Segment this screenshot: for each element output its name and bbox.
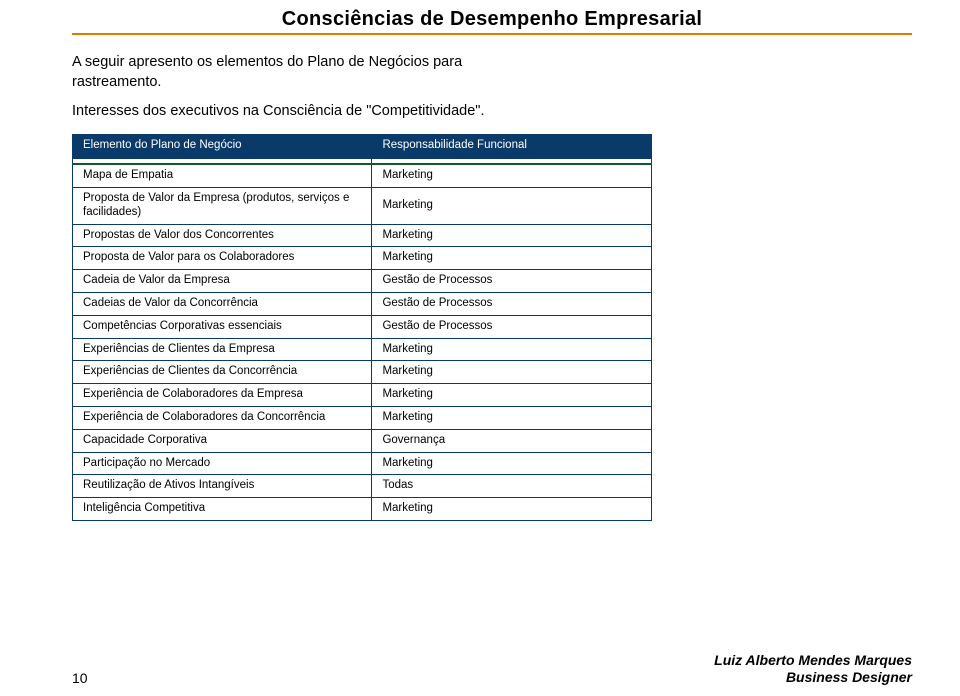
table-row: Experiências de Clientes da Concorrência… [73, 361, 652, 384]
table-cell-responsibility: Marketing [372, 338, 652, 361]
table-row: Reutilização de Ativos IntangíveisTodas [73, 475, 652, 498]
table-row: Experiências de Clientes da EmpresaMarke… [73, 338, 652, 361]
table-cell-element: Proposta de Valor da Empresa (produtos, … [73, 187, 372, 224]
table-cell-responsibility: Marketing [372, 164, 652, 187]
table-row: Experiência de Colaboradores da Concorrê… [73, 406, 652, 429]
table-cell-element: Capacidade Corporativa [73, 429, 372, 452]
table-cell-element: Mapa de Empatia [73, 164, 372, 187]
author-role: Business Designer [714, 669, 912, 686]
author-block: Luiz Alberto Mendes Marques Business Des… [714, 652, 912, 686]
table-header-right: Responsabilidade Funcional [372, 134, 652, 158]
table-cell-responsibility: Marketing [372, 224, 652, 247]
table-row: Propostas de Valor dos ConcorrentesMarke… [73, 224, 652, 247]
table-cell-responsibility: Marketing [372, 187, 652, 224]
table-cell-responsibility: Marketing [372, 498, 652, 521]
table-row: Experiência de Colaboradores da EmpresaM… [73, 384, 652, 407]
table-cell-responsibility: Todas [372, 475, 652, 498]
table-cell-responsibility: Gestão de Processos [372, 315, 652, 338]
table-cell-element: Experiência de Colaboradores da Empresa [73, 384, 372, 407]
table-row: Proposta de Valor para os ColaboradoresM… [73, 247, 652, 270]
table-row: Cadeia de Valor da EmpresaGestão de Proc… [73, 270, 652, 293]
responsibility-table: Elemento do Plano de Negócio Responsabil… [72, 134, 652, 521]
table-cell-element: Reutilização de Ativos Intangíveis [73, 475, 372, 498]
table-cell-responsibility: Marketing [372, 361, 652, 384]
table-cell-element: Cadeia de Valor da Empresa [73, 270, 372, 293]
table-row: Mapa de EmpatiaMarketing [73, 164, 652, 187]
table-cell-element: Experiências de Clientes da Empresa [73, 338, 372, 361]
table-row: Cadeias de Valor da ConcorrênciaGestão d… [73, 292, 652, 315]
table-cell-element: Cadeias de Valor da Concorrência [73, 292, 372, 315]
table-cell-element: Competências Corporativas essenciais [73, 315, 372, 338]
page-number: 10 [72, 670, 88, 686]
page-title: Consciências de Desempenho Empresarial [72, 8, 912, 31]
author-name: Luiz Alberto Mendes Marques [714, 652, 912, 669]
table-cell-element: Participação no Mercado [73, 452, 372, 475]
intro-paragraph-2: Interesses dos executivos na Consciência… [72, 102, 912, 122]
table-cell-element: Experiência de Colaboradores da Concorrê… [73, 406, 372, 429]
intro-paragraph-1: A seguir apresento os elementos do Plano… [72, 53, 472, 92]
table-cell-responsibility: Gestão de Processos [372, 270, 652, 293]
table-row: Participação no MercadoMarketing [73, 452, 652, 475]
table-header-row: Elemento do Plano de Negócio Responsabil… [73, 134, 652, 158]
table-header-left: Elemento do Plano de Negócio [73, 134, 372, 158]
table-row: Competências Corporativas essenciaisGest… [73, 315, 652, 338]
table-cell-element: Proposta de Valor para os Colaboradores [73, 247, 372, 270]
table-cell-responsibility: Marketing [372, 452, 652, 475]
table-row: Inteligência CompetitivaMarketing [73, 498, 652, 521]
table-cell-element: Inteligência Competitiva [73, 498, 372, 521]
page-footer: 10 Luiz Alberto Mendes Marques Business … [72, 652, 912, 686]
table-row: Proposta de Valor da Empresa (produtos, … [73, 187, 652, 224]
document-page: Consciências de Desempenho Empresarial A… [0, 0, 960, 696]
table-cell-element: Experiências de Clientes da Concorrência [73, 361, 372, 384]
table-cell-responsibility: Governança [372, 429, 652, 452]
header-rule [72, 33, 912, 35]
table-cell-responsibility: Marketing [372, 406, 652, 429]
table-cell-responsibility: Marketing [372, 384, 652, 407]
table-cell-responsibility: Gestão de Processos [372, 292, 652, 315]
table-cell-element: Propostas de Valor dos Concorrentes [73, 224, 372, 247]
table-row: Capacidade CorporativaGovernança [73, 429, 652, 452]
table-cell-responsibility: Marketing [372, 247, 652, 270]
